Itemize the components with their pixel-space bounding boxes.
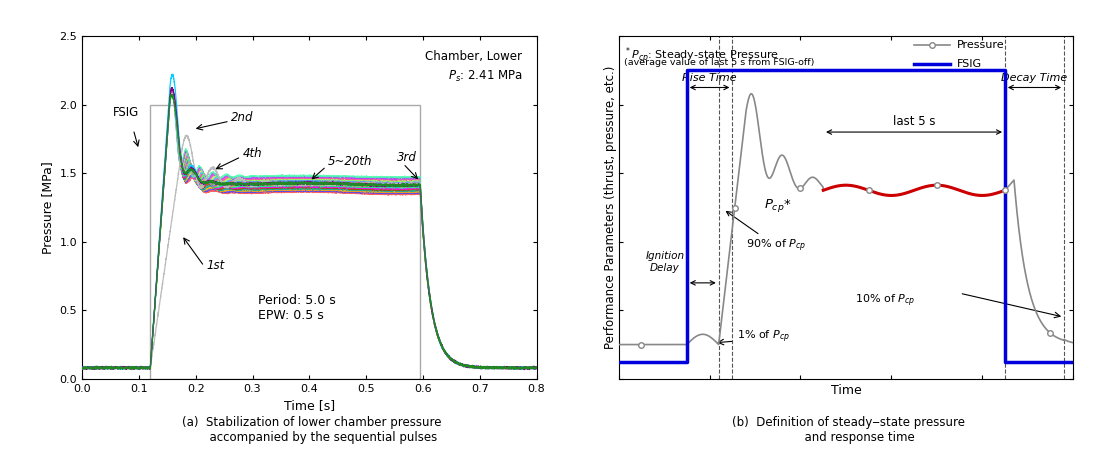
Text: $^*P_{cp}$: Steady-state Pressure: $^*P_{cp}$: Steady-state Pressure (624, 45, 780, 66)
X-axis label: Time: Time (830, 384, 862, 397)
Text: Chamber, Lower: Chamber, Lower (425, 50, 522, 63)
Text: 2nd: 2nd (231, 111, 253, 124)
Text: 3rd: 3rd (397, 151, 417, 164)
Y-axis label: Pressure [MPa]: Pressure [MPa] (41, 161, 54, 254)
Text: 10% of $P_{cp}$: 10% of $P_{cp}$ (855, 293, 915, 309)
Text: Ignition
Delay: Ignition Delay (645, 251, 684, 272)
Text: Period: 5.0 s
EPW: 0.5 s: Period: 5.0 s EPW: 0.5 s (258, 294, 336, 322)
Text: FSIG: FSIG (114, 106, 140, 119)
Text: $P_s$: 2.41 MPa: $P_s$: 2.41 MPa (448, 69, 522, 84)
Text: 1% of $P_{cp}$: 1% of $P_{cp}$ (737, 329, 789, 345)
Text: 4th: 4th (242, 147, 262, 160)
Y-axis label: Performance Parameters (thrust, pressure, etc.): Performance Parameters (thrust, pressure… (604, 66, 618, 349)
Text: 5~20th: 5~20th (327, 155, 372, 168)
Text: Decay Time: Decay Time (1001, 73, 1068, 83)
X-axis label: Time [s]: Time [s] (284, 399, 335, 412)
Text: (a)  Stabilization of lower chamber pressure
      accompanied by the sequential: (a) Stabilization of lower chamber press… (183, 416, 441, 444)
Text: last 5 s: last 5 s (892, 115, 935, 128)
Text: (b)  Definition of steady‒state pressure
      and response time: (b) Definition of steady‒state pressure … (733, 416, 965, 444)
Text: 90% of $P_{cp}$: 90% of $P_{cp}$ (726, 212, 806, 254)
Text: 1st: 1st (206, 259, 224, 272)
Text: Rise Time: Rise Time (682, 73, 737, 83)
Text: (average value of last 5 s from FSIG-off): (average value of last 5 s from FSIG-off… (624, 58, 815, 67)
Text: Pressure: Pressure (957, 40, 1005, 50)
Text: $P_{cp}$*: $P_{cp}$* (764, 197, 792, 214)
Text: FSIG: FSIG (957, 59, 982, 69)
